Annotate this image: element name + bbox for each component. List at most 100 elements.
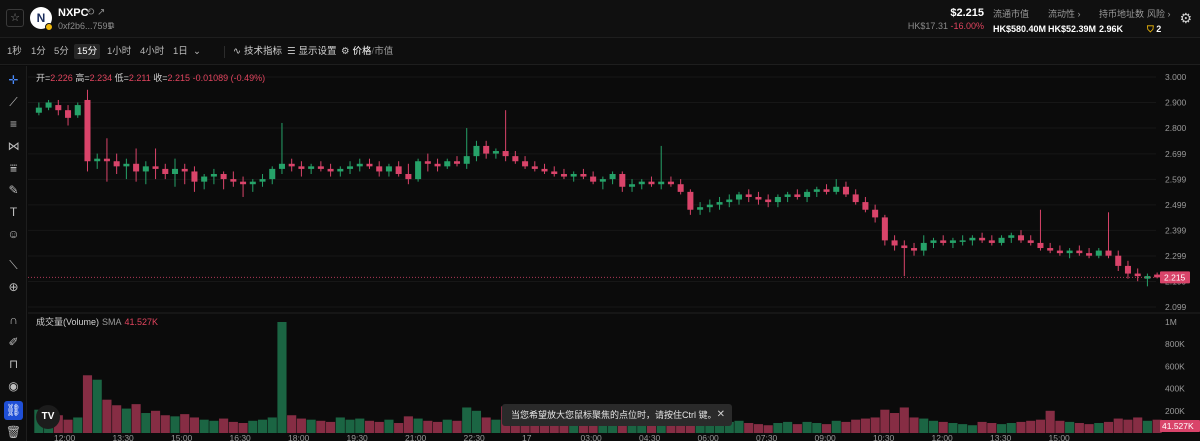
stat-label: 风险 › <box>1147 9 1171 19</box>
candle-body <box>988 240 995 243</box>
time-axis-label: 13:30 <box>990 433 1012 441</box>
candle-body <box>94 158 101 162</box>
pattern-icon[interactable]: ⋈ <box>7 139 20 153</box>
volume-bar <box>977 421 987 433</box>
time-axis-label: 17 <box>522 433 532 441</box>
copy-icon[interactable]: ⧉ <box>108 20 115 30</box>
candle-body <box>726 199 733 203</box>
volume-bar <box>530 420 540 433</box>
chain-badge-icon <box>45 23 53 31</box>
display-settings-button[interactable]: ☰ 显示设置 <box>287 44 337 59</box>
timeframe-1s[interactable]: 1秒 <box>7 46 22 57</box>
magnet-icon[interactable]: ∩ <box>9 313 18 327</box>
volume-bar <box>860 418 870 433</box>
volume-bar <box>880 409 890 433</box>
candle-body <box>492 151 499 154</box>
volume-bar <box>841 421 851 433</box>
candle-body <box>687 191 694 210</box>
candle-body <box>453 161 461 164</box>
volume-bar <box>471 410 482 433</box>
candle-body <box>560 174 567 177</box>
star-icon[interactable]: ☆ <box>6 9 24 27</box>
volume-bar <box>831 420 841 433</box>
timeframe-4h[interactable]: 4小时 <box>140 46 165 57</box>
volume-bar <box>199 419 209 433</box>
volume-axis-label: 200K <box>1165 406 1185 416</box>
candle-body <box>1124 265 1131 274</box>
candle-body <box>327 168 334 172</box>
volume-bar <box>773 423 783 433</box>
indicators-button[interactable]: ∿ 技术指标 <box>233 44 282 59</box>
toolbar-divider <box>224 46 225 58</box>
price-chart[interactable]: 3.000 2.900 2.800 2.699 2.599 2.499 2.399 2.299… <box>28 66 1200 441</box>
ruler-icon[interactable]: ⟍ <box>9 258 18 272</box>
volume-bar <box>987 423 997 433</box>
external-link-icon[interactable]: ↗ <box>97 7 106 18</box>
candle-body <box>667 181 674 185</box>
volume-bar <box>967 425 977 433</box>
refresh-icon[interactable]: ⟲ <box>86 7 95 18</box>
volume-bar <box>1142 420 1152 433</box>
timeframe-5m[interactable]: 5分 <box>54 46 69 57</box>
volume-bar <box>763 425 773 433</box>
emoji-icon[interactable]: ☺ <box>7 227 20 241</box>
stat-risk[interactable]: 风险 › ⛉ 2 <box>1147 7 1171 35</box>
horizontal-lines-icon[interactable]: ≡ <box>9 117 17 131</box>
text-icon[interactable]: T <box>9 205 18 219</box>
last-volume-tag-bg <box>1160 420 1200 432</box>
candle-body <box>415 161 422 180</box>
candle-body <box>1017 235 1025 241</box>
timeframe-1d[interactable]: 1日 <box>173 46 188 57</box>
volume-bar <box>1006 423 1016 433</box>
settings-gear-icon[interactable]: ⚙ <box>1179 10 1192 26</box>
volume-bar <box>374 421 384 433</box>
chevron-down-icon[interactable]: ⌄ <box>193 46 201 57</box>
eye-icon[interactable]: ◉ <box>8 379 19 393</box>
price-axis-label: 2.599 <box>1165 174 1187 184</box>
volume-bar <box>335 417 345 433</box>
volume-bar <box>1065 421 1075 433</box>
volume-bar <box>870 417 880 433</box>
candle-body <box>191 171 198 182</box>
volume-bar <box>150 410 161 433</box>
candle-body <box>706 204 713 208</box>
candle-body <box>298 166 305 169</box>
brush-icon[interactable]: ✎ <box>8 183 19 197</box>
lock-icon[interactable]: ⊓ <box>8 357 19 371</box>
chart-toolbar: 1秒 1分 5分 15分 1小时 4小时 1日 ⌄ ∿ 技术指标 ☰ 显示设置 ⚙ 价… <box>0 38 1200 65</box>
volume-bar <box>462 407 472 433</box>
zoom-in-icon[interactable]: ⊕ <box>8 280 19 294</box>
candle-body <box>35 107 42 113</box>
close-icon[interactable]: ✕ <box>716 409 725 420</box>
candle-body <box>959 240 966 242</box>
volume-bar <box>578 421 588 433</box>
pencil-lock-icon[interactable]: ✐ <box>8 335 19 349</box>
low-label: 低= <box>114 73 129 83</box>
tradingview-logo[interactable]: TV <box>36 405 60 429</box>
candle-body <box>609 174 616 180</box>
candle-body <box>872 209 879 218</box>
fibonacci-icon[interactable]: ⩸ <box>9 161 18 175</box>
trash-icon[interactable]: 🗑 <box>5 425 22 439</box>
open-label: 开= <box>36 73 51 83</box>
candle-body <box>395 166 402 175</box>
mcap-label[interactable]: 市值 <box>374 46 394 57</box>
time-axis-label: 13:30 <box>113 433 135 441</box>
trend-line-icon[interactable]: ⟋ <box>9 95 18 109</box>
price-label[interactable]: 价格 <box>352 46 372 57</box>
volume-bar <box>1084 424 1094 433</box>
stat-liquidity[interactable]: 流动性 › HK$52.39M <box>1048 7 1096 34</box>
crosshair-icon[interactable]: ✛ <box>8 73 19 87</box>
volume-bar <box>442 419 452 433</box>
price-mcap-toggle[interactable]: ⚙ 价格/市值 <box>341 44 393 59</box>
timeframe-15m[interactable]: 15分 <box>74 44 101 59</box>
timeframe-1h[interactable]: 1小时 <box>107 46 132 57</box>
timeframe-1m[interactable]: 1分 <box>31 46 46 57</box>
token-symbol[interactable]: NXPC <box>58 7 89 19</box>
candle-body <box>1066 250 1073 254</box>
link-icon[interactable]: ⛓ <box>4 401 23 420</box>
volume-bar <box>646 424 657 433</box>
candle-body <box>1115 255 1122 266</box>
candle-body <box>84 99 91 162</box>
stat-label: 流动性 › <box>1048 9 1081 19</box>
